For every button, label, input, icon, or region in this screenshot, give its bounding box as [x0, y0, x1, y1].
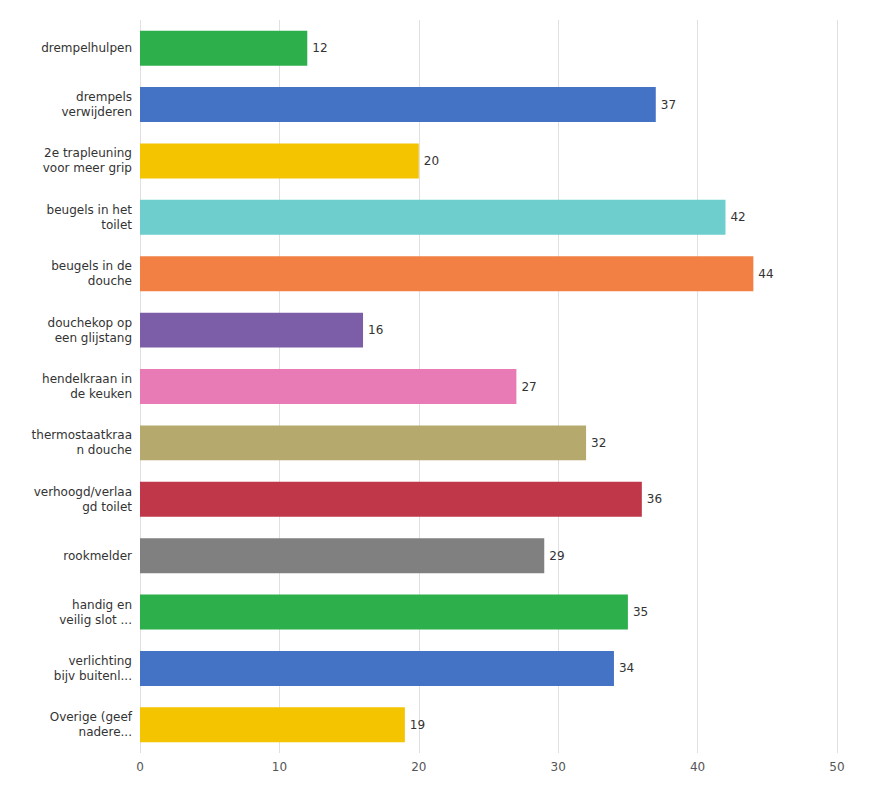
svg-text:de keuken: de keuken — [70, 387, 132, 401]
svg-text:30: 30 — [551, 760, 566, 774]
svg-text:beugels in de: beugels in de — [51, 259, 132, 273]
svg-text:16: 16 — [368, 323, 383, 337]
svg-text:nadere...: nadere... — [79, 725, 132, 739]
svg-text:handig en: handig en — [72, 598, 132, 612]
svg-text:35: 35 — [633, 605, 648, 619]
svg-text:gd toilet: gd toilet — [82, 500, 132, 514]
svg-text:douche: douche — [88, 274, 132, 288]
svg-text:verwijderen: verwijderen — [61, 105, 132, 119]
svg-text:verhoogd/verlaa: verhoogd/verlaa — [34, 485, 132, 499]
svg-text:verlichting: verlichting — [68, 654, 132, 668]
svg-text:beugels in het: beugels in het — [47, 203, 133, 217]
svg-text:drempels: drempels — [76, 90, 132, 104]
svg-text:douchekop op: douchekop op — [48, 316, 132, 330]
svg-text:50: 50 — [829, 760, 844, 774]
svg-text:10: 10 — [272, 760, 287, 774]
svg-text:42: 42 — [730, 210, 745, 224]
svg-text:44: 44 — [758, 267, 773, 281]
svg-text:veilig slot ...: veilig slot ... — [59, 613, 132, 627]
svg-text:19: 19 — [410, 718, 425, 732]
svg-text:thermostaatkraa: thermostaatkraa — [32, 428, 132, 442]
svg-text:20: 20 — [424, 154, 439, 168]
svg-text:toilet: toilet — [101, 218, 132, 232]
svg-text:drempelhulpen: drempelhulpen — [41, 41, 132, 55]
svg-text:37: 37 — [661, 98, 676, 112]
svg-text:40: 40 — [690, 760, 705, 774]
svg-text:een glijstang: een glijstang — [55, 331, 132, 345]
svg-text:voor meer grip: voor meer grip — [43, 161, 132, 175]
svg-text:32: 32 — [591, 436, 606, 450]
svg-text:36: 36 — [647, 492, 662, 506]
svg-text:27: 27 — [521, 380, 536, 394]
svg-text:12: 12 — [312, 41, 327, 55]
svg-text:Overige (geef: Overige (geef — [50, 710, 133, 724]
svg-text:29: 29 — [549, 549, 564, 563]
svg-text:rookmelder: rookmelder — [63, 549, 132, 563]
svg-text:0: 0 — [136, 760, 144, 774]
svg-text:34: 34 — [619, 661, 634, 675]
svg-text:2e trapleuning: 2e trapleuning — [44, 146, 132, 160]
svg-text:20: 20 — [411, 760, 426, 774]
svg-text:bijv buitenl...: bijv buitenl... — [54, 669, 132, 683]
svg-text:hendelkraan in: hendelkraan in — [42, 372, 132, 386]
svg-text:n douche: n douche — [76, 443, 132, 457]
